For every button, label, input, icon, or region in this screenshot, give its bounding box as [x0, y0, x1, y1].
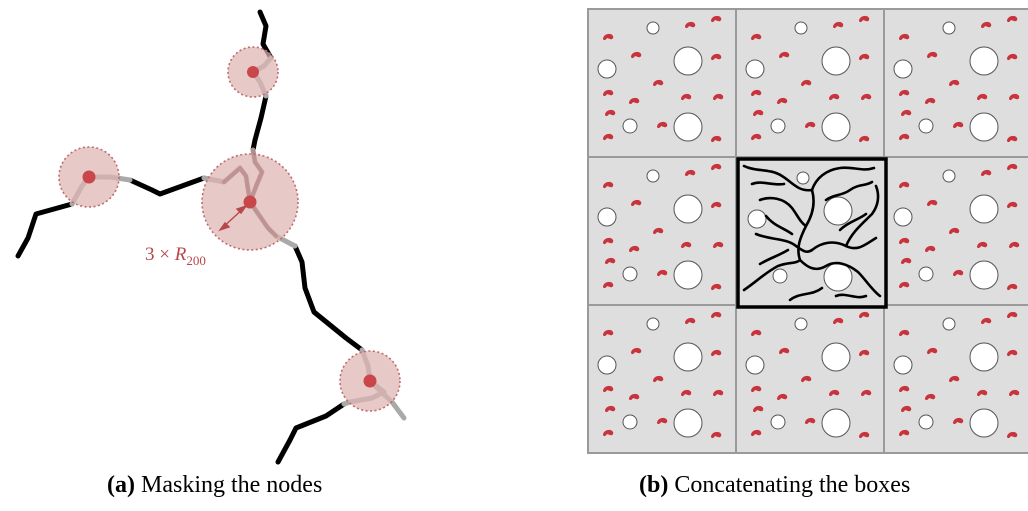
periodic-box-copy — [588, 9, 736, 157]
radius-arrow — [218, 204, 248, 232]
panel-a-diagram: 3 × R200 — [15, 9, 407, 465]
panel-b-diagram — [588, 9, 1028, 453]
caption-a: (a) Masking the nodes — [107, 472, 322, 499]
periodic-box-copy — [588, 157, 736, 305]
periodic-box-copy — [588, 305, 736, 453]
node — [247, 66, 259, 78]
node — [363, 374, 377, 388]
periodic-box-copy — [884, 9, 1028, 157]
radius-label: 3 × R200 — [145, 244, 206, 268]
periodic-box-copy — [884, 305, 1028, 453]
node — [82, 170, 96, 184]
central-box — [736, 157, 888, 309]
filament-network — [742, 164, 882, 302]
caption-b: (b) Concatenating the boxes — [639, 472, 910, 499]
cosmic-web-filaments — [15, 9, 365, 465]
periodic-box-copy — [736, 9, 884, 157]
caption-a-letter: (a) — [107, 472, 135, 498]
node-masks — [58, 46, 401, 412]
caption-b-letter: (b) — [639, 472, 669, 498]
caption-a-text: Masking the nodes — [140, 472, 323, 498]
periodic-box-copy — [736, 305, 884, 453]
caption-b-text: Concatenating the boxes — [674, 472, 911, 498]
periodic-box-copy — [884, 157, 1028, 305]
